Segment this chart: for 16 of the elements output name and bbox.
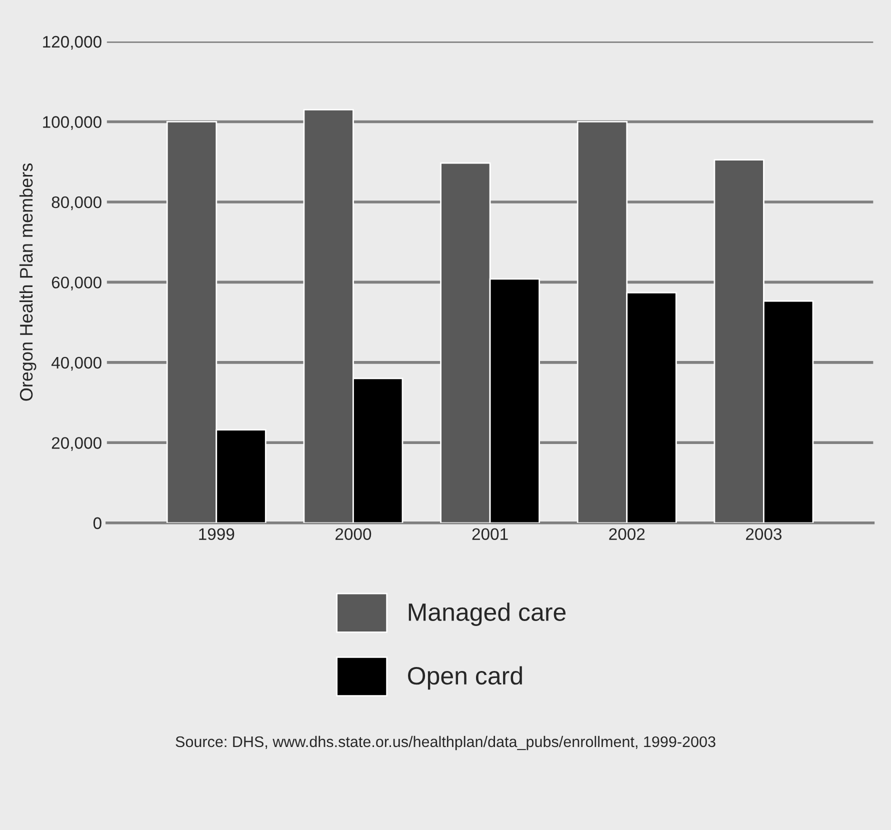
y-axis-title: Oregon Health Plan members — [19, 163, 36, 401]
y-tick-label: 20,000 — [52, 437, 102, 451]
x-tick-label: 2002 — [609, 528, 645, 540]
y-tick-label: 100,000 — [43, 116, 102, 130]
y-tick-label: 80,000 — [52, 196, 102, 210]
x-tick-label: 2000 — [336, 528, 372, 540]
legend-label: Managed care — [408, 602, 566, 626]
y-tick-label: 120,000 — [43, 36, 102, 50]
y-tick-label: 60,000 — [52, 276, 102, 290]
x-tick-label: 1999 — [199, 528, 234, 540]
y-tick-label: 0 — [93, 517, 102, 530]
y-tick-label: 40,000 — [51, 356, 102, 371]
x-tick-label: 2003 — [746, 528, 782, 540]
source-note: Source: DHS, www.dhs.state.or.us/healthplan/data_pubs/enrollment, 1999-2003 — [176, 736, 716, 750]
legend-label: Open card — [408, 666, 522, 690]
x-tick-label: 2001 — [472, 528, 508, 540]
